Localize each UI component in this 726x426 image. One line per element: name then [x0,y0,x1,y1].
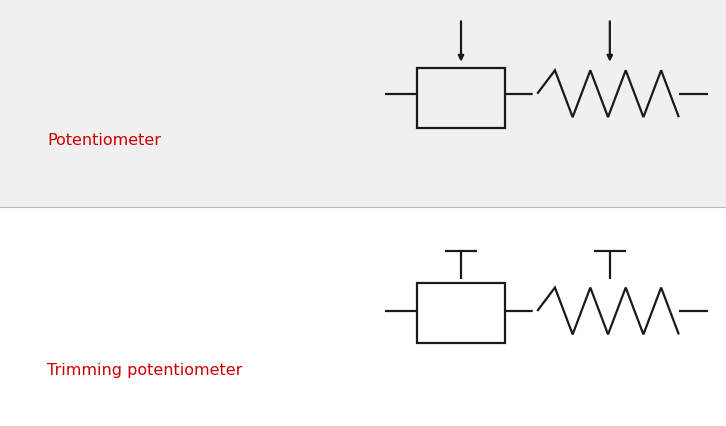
Bar [417,283,505,343]
Text: Trimming potentiometer: Trimming potentiometer [47,363,242,378]
Bar [0,0,726,207]
Bar [0,207,726,426]
Bar [417,68,505,128]
Text: Potentiometer: Potentiometer [47,133,161,148]
